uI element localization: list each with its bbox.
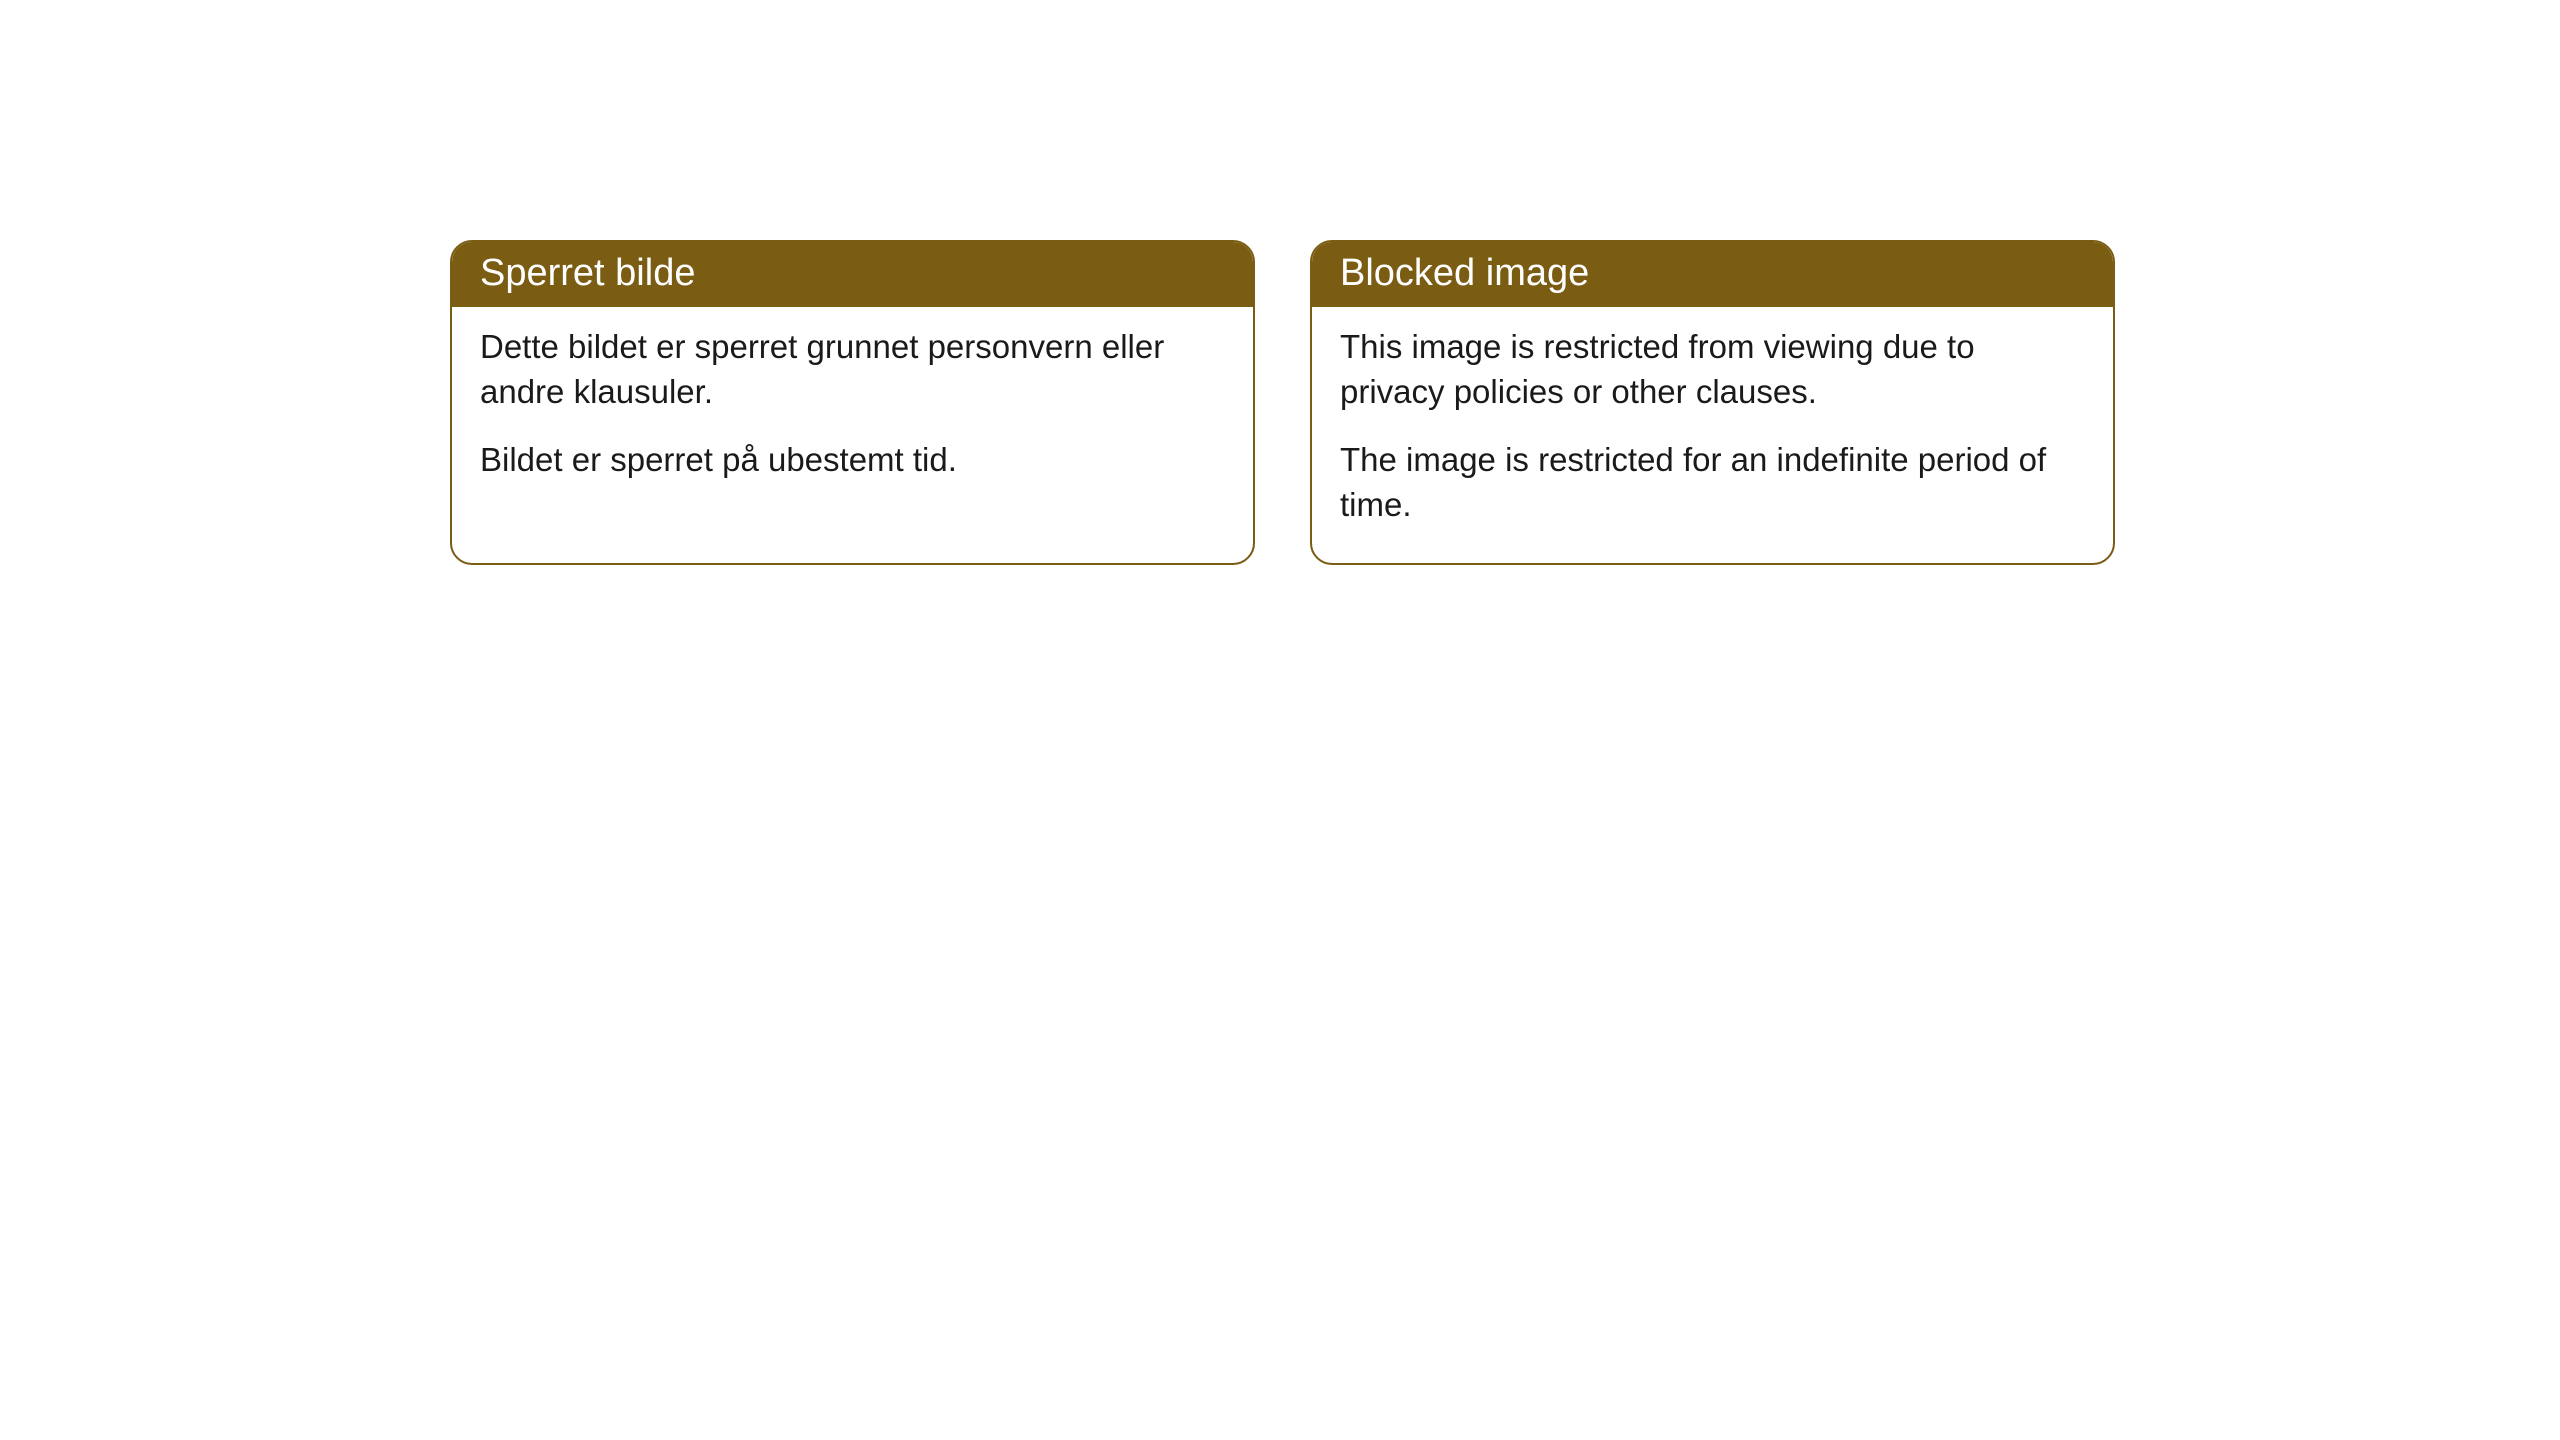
card-body: This image is restricted from viewing du… — [1312, 307, 2113, 563]
card-paragraph: This image is restricted from viewing du… — [1340, 325, 2085, 414]
info-card-norwegian: Sperret bilde Dette bildet er sperret gr… — [450, 240, 1255, 565]
card-body: Dette bildet er sperret grunnet personve… — [452, 307, 1253, 519]
info-card-english: Blocked image This image is restricted f… — [1310, 240, 2115, 565]
cards-container: Sperret bilde Dette bildet er sperret gr… — [450, 240, 2560, 565]
card-title: Sperret bilde — [480, 252, 695, 294]
card-header: Blocked image — [1312, 242, 2113, 307]
card-paragraph: Dette bildet er sperret grunnet personve… — [480, 325, 1225, 414]
card-paragraph: Bildet er sperret på ubestemt tid. — [480, 438, 1225, 483]
card-header: Sperret bilde — [452, 242, 1253, 307]
card-title: Blocked image — [1340, 252, 1589, 294]
card-paragraph: The image is restricted for an indefinit… — [1340, 438, 2085, 527]
